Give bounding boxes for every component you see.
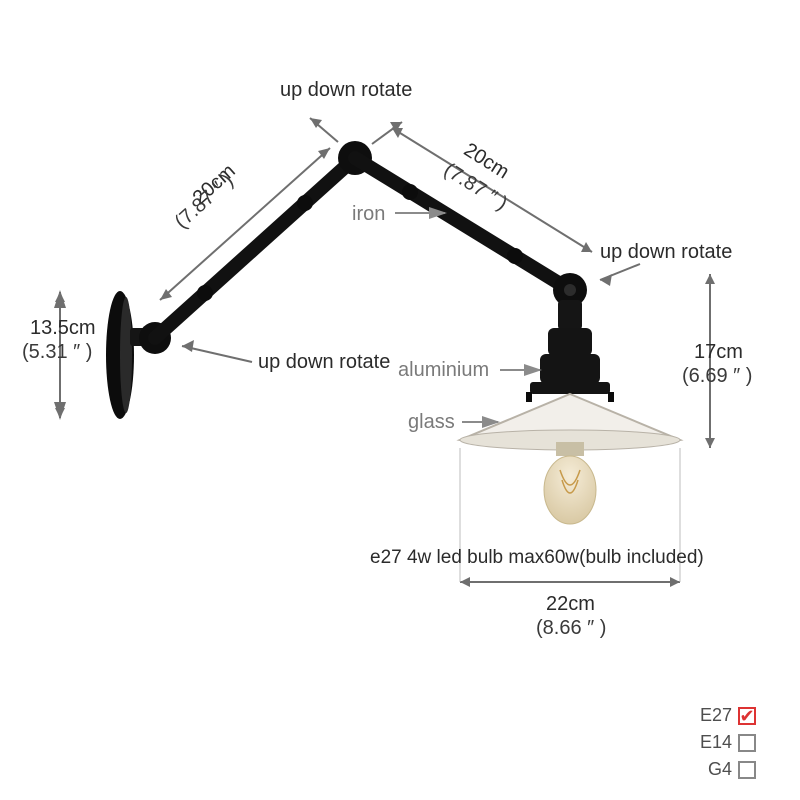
label-shade-cm: 22cm: [546, 592, 595, 617]
wall-plate-highlight: [120, 297, 132, 413]
checkbox-icon: [738, 761, 756, 779]
label-head-cm: 17cm: [694, 340, 743, 365]
socket-option-e14[interactable]: E14: [700, 732, 756, 753]
label-bulb-line: e27 4w led bulb max60w(bulb included): [370, 546, 704, 570]
drop-stem: [558, 300, 582, 330]
label-plate-in: (5.31 ″ ): [22, 340, 92, 365]
label-shade-in: (8.66 ″ ): [536, 616, 606, 641]
socket-option-label: G4: [708, 759, 732, 780]
arm-1: [155, 158, 355, 338]
label-mat-aluminium: aluminium: [398, 358, 489, 383]
socket-option-e27[interactable]: E27 ✔: [700, 705, 756, 726]
label-mat-iron: iron: [352, 202, 385, 227]
label-plate-cm: 13.5cm: [30, 316, 96, 341]
label-rotate-top: up down rotate: [280, 78, 412, 103]
label-head-in: (6.69 ″ ): [682, 364, 752, 389]
checkbox-icon: [738, 734, 756, 752]
lamp-drawing: [0, 0, 800, 800]
bulb: [544, 442, 596, 524]
socket-option-label: E14: [700, 732, 732, 753]
lamp-socket: [526, 328, 614, 402]
label-mat-glass: glass: [408, 410, 455, 435]
checkbox-icon: ✔: [738, 707, 756, 725]
socket-option-g4[interactable]: G4: [708, 759, 756, 780]
diagram-stage: up down rotate up down rotate up down ro…: [0, 0, 800, 800]
label-rotate-right: up down rotate: [600, 240, 732, 265]
check-icon: ✔: [739, 707, 754, 725]
label-rotate-left: up down rotate: [258, 350, 390, 375]
socket-option-label: E27: [700, 705, 732, 726]
